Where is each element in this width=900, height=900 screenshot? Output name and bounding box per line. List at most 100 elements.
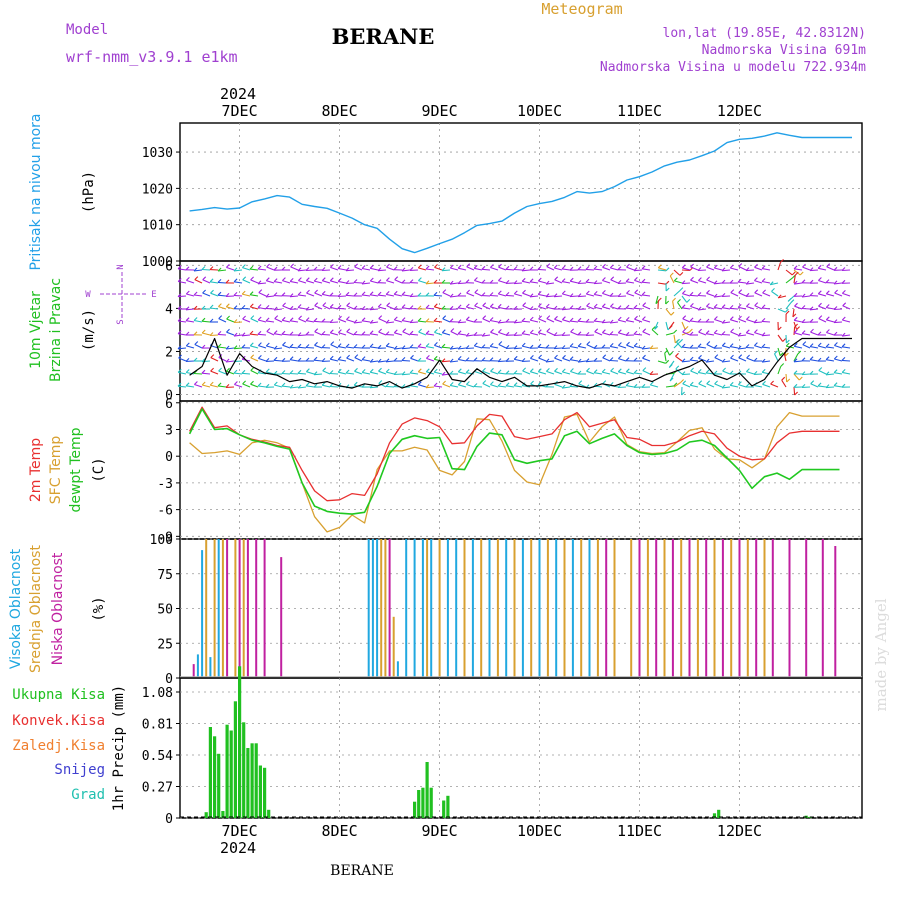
wind-barb <box>514 385 523 388</box>
wind-barb-flag <box>529 368 534 373</box>
wind-barb-flag <box>337 356 342 360</box>
wind-barb-flag <box>609 319 614 324</box>
wind-barb-flag <box>210 289 214 294</box>
wind-barb-flag <box>314 289 318 294</box>
wind-barb <box>690 305 699 310</box>
wind-barb <box>538 306 547 310</box>
wind-barb-flag <box>786 339 790 344</box>
wind-barb-flag <box>393 306 398 310</box>
wind-barb-flag <box>681 304 686 309</box>
wind-barb-flag <box>833 382 838 387</box>
precip-bar <box>258 765 262 818</box>
wind-barb-flag <box>610 276 615 281</box>
wind-barb-flag <box>657 297 662 302</box>
wind-barb <box>730 331 739 336</box>
wind-barb-flag <box>754 263 758 268</box>
wind-barb-flag <box>474 277 478 281</box>
wind-barb <box>561 347 571 350</box>
wind-barb <box>770 383 779 388</box>
wind-barb <box>657 269 667 272</box>
wind-barb <box>345 269 355 272</box>
wind-barb <box>546 266 555 271</box>
wind-barb <box>378 318 387 323</box>
wind-barb-flag <box>281 292 286 297</box>
wind-barb-flag <box>401 304 406 308</box>
wind-barb-flag <box>610 367 614 372</box>
cloud-low-bar <box>805 539 808 678</box>
wind-barb-flag <box>369 358 374 363</box>
wind-barb-flag <box>233 332 238 337</box>
wind-barb <box>474 345 483 349</box>
wind-barb-flag <box>498 277 502 281</box>
wind-barb <box>754 280 763 284</box>
wind-barb-flag <box>242 276 247 281</box>
wind-barb <box>346 372 355 375</box>
wind-barb <box>450 295 459 298</box>
wind-barb <box>498 306 507 310</box>
wind-barb-flag <box>289 370 294 374</box>
wind-barb <box>610 306 619 310</box>
wind-barb-flag <box>577 370 582 375</box>
wind-barb-flag <box>538 303 542 307</box>
wind-barb <box>490 370 499 375</box>
precip-unit: 1hr Precip (mm) <box>111 685 127 811</box>
wind-barb <box>321 269 331 272</box>
wind-barb <box>697 269 707 272</box>
wind-barb <box>669 275 675 284</box>
wind-barb-flag <box>675 365 680 370</box>
wind-barb <box>802 295 811 298</box>
wind-barb-flag <box>626 341 630 346</box>
wind-barb-flag <box>378 328 382 333</box>
wind-barb <box>570 370 579 375</box>
wind-barb <box>274 318 283 323</box>
wind-barb <box>810 346 819 349</box>
wind-barb-flag <box>265 368 270 373</box>
wind-barb-flag <box>746 354 750 359</box>
wind-barb <box>297 372 307 375</box>
wind-barb-flag <box>841 332 846 337</box>
precip-bar <box>233 701 237 818</box>
wind-barb-flag <box>721 358 726 363</box>
wind-barb-flag <box>233 369 238 374</box>
wind-barb <box>498 344 507 349</box>
wind-barb-flag <box>841 369 846 373</box>
wind-barb-flag <box>713 304 718 308</box>
wind-barb-flag <box>226 264 230 268</box>
wind-barb-flag <box>721 342 726 347</box>
wind-barb <box>554 267 563 271</box>
wind-barb-flag <box>793 316 798 321</box>
wind-barb <box>562 268 571 271</box>
wind-barb-flag <box>386 302 391 307</box>
wind-barb-flag <box>265 383 270 388</box>
wind-barb-flag <box>771 288 775 292</box>
wind-barb-flag <box>225 293 230 297</box>
wind-barb-flag <box>353 381 358 386</box>
wind-barb <box>609 359 619 362</box>
wind-barb-flag <box>529 293 534 298</box>
wind-barb-flag <box>722 367 726 372</box>
wind-barb-flag <box>233 267 238 272</box>
wind-barb-flag <box>265 293 270 298</box>
wind-barb <box>546 370 555 375</box>
wind-barb-flag <box>201 358 206 363</box>
wind-barb-flag <box>321 318 326 323</box>
precip-bar <box>446 795 450 818</box>
wind-barb-flag <box>681 343 686 348</box>
wind-barb <box>538 371 547 375</box>
wind-barb <box>273 359 283 362</box>
wind-barb-flag <box>185 317 190 322</box>
wind-barb <box>322 384 331 388</box>
wind-barb-flag <box>265 317 270 322</box>
wind-barb-flag <box>321 290 326 295</box>
wind-barb <box>249 333 259 336</box>
wind-barb-flag <box>282 302 286 307</box>
cloud-mid-bar <box>546 539 549 678</box>
wind-barb-flag <box>314 341 318 346</box>
wind-barb <box>841 269 851 272</box>
dewpt-temp-line <box>188 408 840 515</box>
wind-barb-flag <box>793 280 798 285</box>
wind-barb-flag <box>481 357 486 361</box>
wind-barb <box>250 345 259 349</box>
wind-barb <box>210 357 219 362</box>
wind-barb-flag <box>697 306 702 311</box>
